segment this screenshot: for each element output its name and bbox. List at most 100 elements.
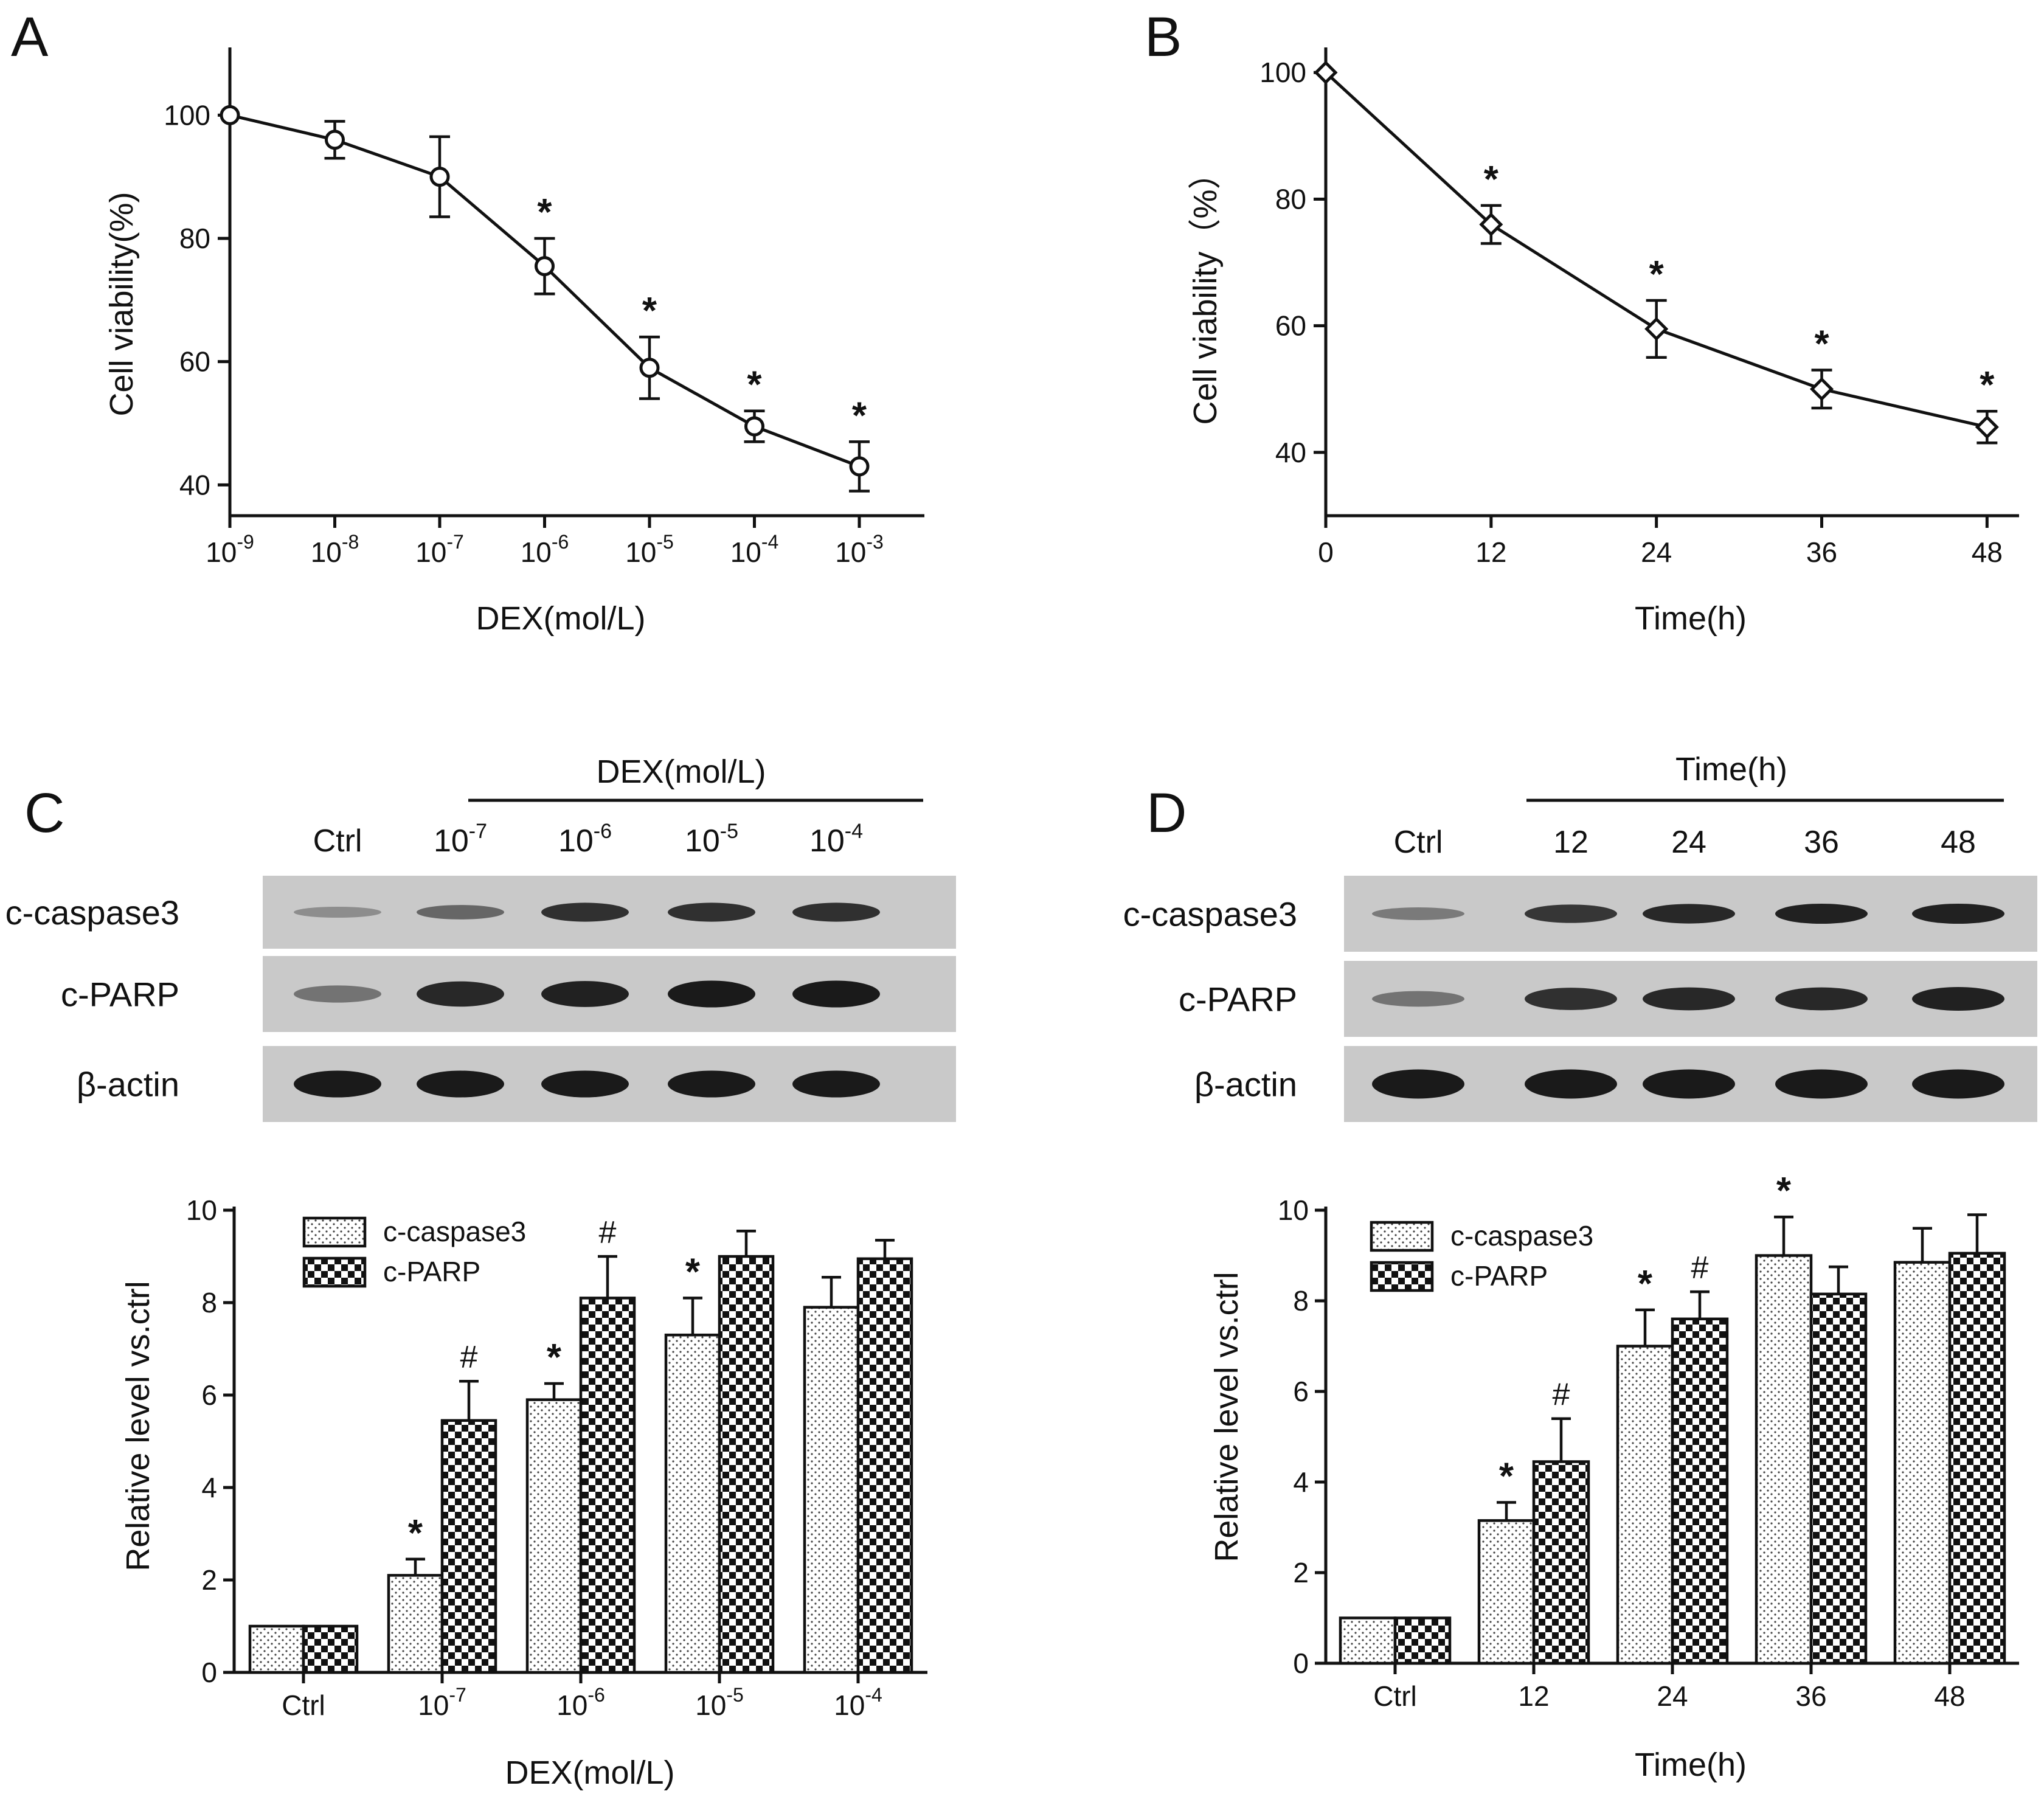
series-line (1325, 71, 1987, 429)
x-tick-label: 24 (1641, 536, 1672, 568)
panel-d-xlabel: Time(h) (1635, 1747, 1747, 1783)
blot-lane-label: 36 (1804, 825, 1839, 860)
blot-lane-label: Ctrl (313, 823, 362, 859)
protein-band (668, 1070, 755, 1098)
y-tick-label: 0 (1293, 1647, 1309, 1679)
significance-mark: * (537, 192, 552, 234)
significance-mark: * (1776, 1170, 1792, 1212)
legend-swatch-c-caspase3 (302, 1216, 367, 1248)
x-tick-label-base: 10 (695, 1689, 726, 1721)
y-tick-label: 80 (1275, 183, 1306, 215)
significance-mark: # (1553, 1377, 1570, 1413)
protein-band (1525, 904, 1617, 923)
bar-c-parp (579, 1297, 636, 1674)
x-tick-label-base: 10 (415, 536, 446, 568)
panel-b-ylabel: Cell viability（%） (1187, 156, 1224, 424)
data-point (639, 358, 660, 378)
significance-mark: * (1484, 159, 1499, 201)
bar-c-caspase3 (1477, 1519, 1536, 1665)
y-tick-label: 4 (201, 1472, 217, 1503)
bar-c-caspase3 (664, 1333, 721, 1674)
blot-lane-label-exponent: -5 (720, 820, 738, 843)
y-tick-label: 100 (164, 99, 210, 131)
protein-band (1912, 903, 2004, 924)
x-tick-label: 48 (1972, 536, 2003, 568)
bar-c-parp (1393, 1616, 1452, 1665)
significance-mark: * (642, 290, 657, 332)
protein-band (792, 1070, 880, 1098)
x-tick-label: 10-4 (834, 1684, 882, 1721)
significance-mark: * (547, 1337, 562, 1379)
panel-a-xlabel: DEX(mol/L) (476, 600, 645, 637)
x-tick-label-base: 10 (556, 1689, 587, 1721)
protein-band (294, 1070, 381, 1098)
protein-band (417, 981, 504, 1007)
x-tick-label: 10-3 (835, 531, 884, 568)
blot-lane-label: Ctrl (1394, 825, 1443, 860)
data-point (1644, 317, 1669, 341)
protein-band (1372, 991, 1464, 1007)
significance-mark: # (599, 1215, 617, 1250)
blot-row-label: c-PARP (1179, 980, 1297, 1019)
x-tick-label-exponent: -7 (446, 531, 463, 553)
bar-c-parp (1532, 1460, 1590, 1665)
x-tick-label: 10-8 (311, 531, 359, 568)
x-tick-label-exponent: -5 (656, 531, 673, 553)
x-tick-label-base: 10 (834, 1689, 865, 1721)
y-tick-label: 8 (1293, 1285, 1309, 1317)
x-tick-label-exponent: -7 (449, 1684, 466, 1706)
x-tick-label-exponent: -9 (237, 531, 254, 553)
blot-lane-label: 10-4 (809, 820, 863, 859)
panel-c-ylabel: Relative level vs.ctrl (120, 1281, 156, 1571)
bar-c-caspase3 (1339, 1616, 1397, 1665)
significance-mark: * (852, 395, 867, 437)
y-tick-label: 10 (186, 1194, 217, 1226)
data-point (1314, 60, 1338, 85)
blot-lane-label: 24 (1671, 825, 1706, 860)
protein-band (541, 981, 629, 1007)
panel-a-ylabel: Cell viability(%) (103, 192, 140, 416)
protein-band (1525, 988, 1617, 1010)
bar-c-caspase3 (387, 1574, 444, 1674)
panel-c-xlabel: DEX(mol/L) (505, 1754, 674, 1791)
significance-mark: * (1980, 364, 1995, 406)
protein-band (792, 980, 880, 1008)
panel-d-letter: D (1146, 782, 1187, 844)
x-tick-label: 10-7 (415, 531, 464, 568)
x-tick-label: Ctrl (1373, 1680, 1417, 1712)
blot-lane-label-base: 10 (685, 823, 720, 859)
x-tick-label: 10-5 (625, 531, 674, 568)
protein-band (417, 1070, 504, 1098)
legend-label-c-caspase3: c-caspase3 (383, 1216, 526, 1247)
protein-band (1775, 1069, 1868, 1099)
x-tick-label-base: 10 (835, 536, 866, 568)
x-tick-label: 0 (1318, 536, 1334, 568)
blot-lane-label-exponent: -7 (469, 820, 487, 843)
blot-lane-label-base: 10 (434, 823, 469, 859)
protein-band (668, 980, 755, 1008)
x-tick-label: 10-4 (730, 531, 779, 568)
panel-b-xlabel: Time(h) (1635, 600, 1747, 637)
x-tick-label-exponent: -5 (726, 1684, 743, 1706)
legend-swatch-c-parp (302, 1256, 367, 1288)
plot-b: 40 60 80 100 0 12 24 36 48 * * * * (1259, 47, 2019, 568)
data-point (1975, 415, 1999, 439)
y-tick-label: 6 (1293, 1376, 1309, 1407)
x-tick-label: 10-5 (695, 1684, 744, 1721)
blot-lane-label-exponent: -6 (594, 820, 612, 843)
blot-row-label: c-caspase3 (5, 893, 179, 932)
x-tick-label-exponent: -6 (587, 1684, 605, 1706)
legend-swatch-c-parp (1370, 1261, 1434, 1292)
legend-label-c-caspase3: c-caspase3 (1450, 1220, 1593, 1252)
x-tick-label: 10-9 (206, 531, 254, 568)
protein-band (1643, 1069, 1735, 1099)
blot-lane-label-base: 10 (558, 823, 594, 859)
data-point (429, 167, 450, 187)
bar-c-parp (302, 1624, 359, 1674)
blot-lane-label: 10-6 (558, 820, 612, 859)
bar-c-parp (856, 1257, 913, 1674)
blot-row-label: β-actin (77, 1065, 179, 1104)
bar-c-parp (1948, 1252, 2006, 1665)
